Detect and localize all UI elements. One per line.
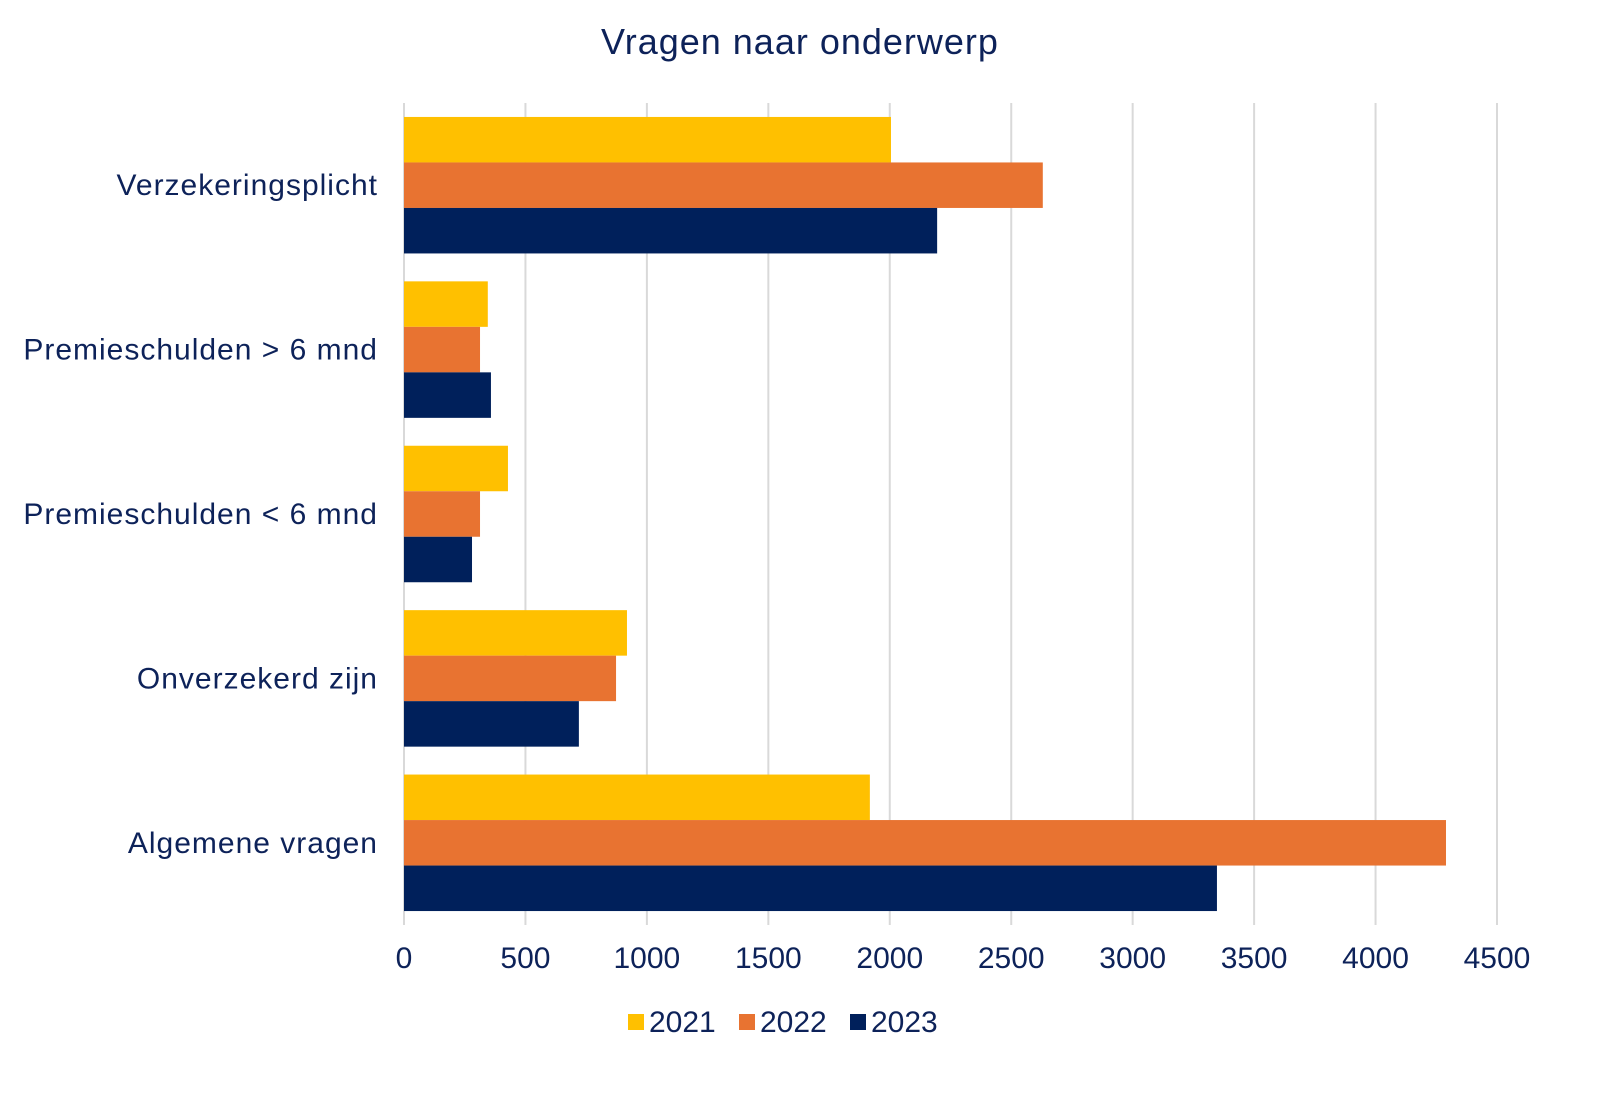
bar-2023 (404, 536, 473, 583)
bars (404, 116, 1446, 912)
category-label: Premieschulden < 6 mnd (23, 498, 378, 531)
x-tick-label: 2500 (978, 942, 1045, 975)
x-tick-label: 1000 (614, 942, 681, 975)
bar-2021 (404, 116, 891, 163)
chart-title: Vragen naar onderwerp (601, 21, 999, 62)
legend: 2021 2022 2023 (628, 1006, 938, 1039)
category-label: Onverzekerd zijn (137, 662, 378, 695)
bar-2022 (404, 820, 1446, 866)
legend-label: 2022 (760, 1006, 827, 1039)
x-tick-labels: 0 500 1000 1500 2000 2500 3000 3500 4000 4500 (396, 942, 1531, 975)
bar-2021 (404, 281, 488, 327)
category-label: Algemene vragen (128, 827, 378, 860)
category-label: Premieschulden > 6 mnd (23, 334, 378, 367)
bar-2022 (404, 491, 481, 537)
legend-label: 2021 (649, 1006, 716, 1039)
legend-swatch-2022 (739, 1014, 755, 1030)
bar-2022 (404, 655, 617, 702)
x-tick-label: 2000 (856, 942, 923, 975)
bar-2023 (404, 701, 579, 747)
x-tick-label: 4000 (1342, 942, 1409, 975)
x-tick-label: 500 (500, 942, 550, 975)
x-tick-label: 1500 (735, 942, 802, 975)
bar-2022 (404, 326, 481, 373)
bar-2023 (404, 207, 938, 254)
legend-swatch-2023 (850, 1014, 866, 1030)
x-tick-label: 3000 (1099, 942, 1166, 975)
bar-2021 (404, 610, 627, 656)
bar-2021 (404, 445, 508, 492)
x-tick-label: 0 (396, 942, 413, 975)
legend-swatch-2021 (628, 1014, 644, 1030)
bar-2023 (404, 372, 491, 418)
x-tick-label: 4500 (1464, 942, 1531, 975)
x-tick-label: 3500 (1221, 942, 1288, 975)
legend-label: 2023 (871, 1006, 938, 1039)
bar-2021 (404, 774, 870, 821)
bar-2023 (404, 865, 1217, 912)
category-labels: Verzekeringsplicht Premieschulden > 6 mnd… (23, 169, 378, 860)
category-label: Verzekeringsplicht (117, 169, 378, 202)
bar-2022 (404, 162, 1043, 208)
